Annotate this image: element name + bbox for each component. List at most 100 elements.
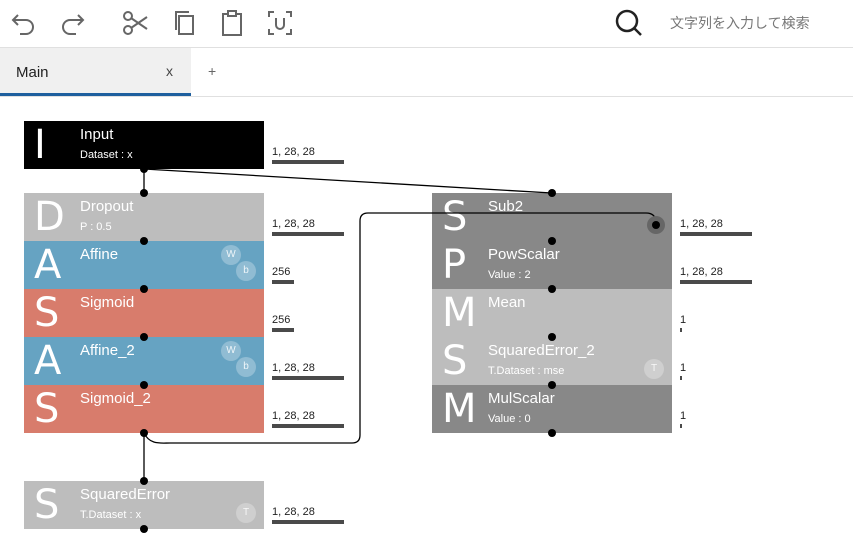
layer-squared-error[interactable]: S SquaredError T.Dataset : x T bbox=[24, 481, 264, 529]
layer-name: Input bbox=[80, 126, 114, 143]
port-dot[interactable] bbox=[548, 285, 556, 293]
output-shape-bar bbox=[272, 232, 344, 236]
layer-name: SquaredError_2 bbox=[488, 342, 595, 359]
layer-input[interactable]: I Input Dataset : x bbox=[24, 121, 264, 169]
output-shape-bar bbox=[272, 376, 344, 380]
output-shape-label: 1, 28, 28 bbox=[272, 362, 315, 374]
link-wire bbox=[143, 168, 553, 194]
output-shape-label: 1 bbox=[680, 362, 687, 374]
output-shape-bar bbox=[680, 376, 682, 380]
layer-sigmoid[interactable]: S Sigmoid bbox=[24, 289, 264, 337]
output-shape-bar bbox=[272, 280, 294, 284]
cut-icon[interactable] bbox=[118, 6, 152, 40]
paste-icon[interactable] bbox=[215, 6, 249, 40]
output-shape-bar bbox=[680, 424, 682, 428]
layer-mean[interactable]: M Mean bbox=[432, 289, 672, 337]
layer-param: T.Dataset : x bbox=[80, 509, 142, 521]
undo-icon[interactable] bbox=[7, 6, 41, 40]
layer-param: Dataset : x bbox=[80, 149, 133, 161]
link-wire bbox=[143, 212, 657, 444]
output-shape-label: 1, 28, 28 bbox=[680, 266, 723, 278]
search-input[interactable] bbox=[668, 10, 847, 38]
layer-param: Value : 0 bbox=[488, 413, 531, 425]
layer-sub2[interactable]: S Sub2 bbox=[432, 193, 672, 241]
output-shape-bar bbox=[272, 520, 344, 524]
port-dot[interactable] bbox=[652, 221, 660, 229]
port-dot[interactable] bbox=[140, 525, 148, 533]
layer-name: Affine_2 bbox=[80, 342, 135, 359]
tab-close-button[interactable]: x bbox=[166, 63, 173, 79]
layer-letter: P bbox=[442, 242, 467, 288]
weight-badge[interactable]: W bbox=[221, 341, 241, 361]
layer-name: Sigmoid_2 bbox=[80, 390, 151, 407]
target-badge[interactable]: T bbox=[236, 503, 256, 523]
layer-name: Sigmoid bbox=[80, 294, 135, 311]
weight-badge[interactable]: W bbox=[221, 245, 241, 265]
layer-mul-scalar[interactable]: M MulScalar Value : 0 bbox=[432, 385, 672, 433]
layer-letter: A bbox=[34, 338, 62, 384]
layer-name: Dropout bbox=[80, 198, 134, 215]
output-shape-label: 1, 28, 28 bbox=[272, 146, 315, 158]
layer-affine-2[interactable]: A Affine_2 W b bbox=[24, 337, 264, 385]
port-dot[interactable] bbox=[140, 165, 148, 173]
output-shape-bar bbox=[680, 328, 682, 332]
layer-param: P : 0.5 bbox=[80, 221, 112, 233]
layer-letter: M bbox=[442, 290, 477, 336]
connection-wires bbox=[140, 165, 665, 533]
output-shape-label: 1, 28, 28 bbox=[272, 410, 315, 422]
port-dot[interactable] bbox=[140, 381, 148, 389]
output-shape-bar bbox=[680, 280, 752, 284]
layer-letter: D bbox=[34, 194, 65, 240]
layer-name: PowScalar bbox=[488, 246, 560, 263]
network-canvas[interactable]: I Input Dataset : x 1, 28, 28 D Dropout … bbox=[0, 97, 853, 551]
output-shape-label: 1, 28, 28 bbox=[680, 218, 723, 230]
bias-badge[interactable]: b bbox=[236, 261, 256, 281]
output-shape-label: 1 bbox=[680, 314, 687, 326]
layer-param: T.Dataset : mse bbox=[488, 365, 565, 377]
copy-icon[interactable] bbox=[167, 6, 201, 40]
select-icon[interactable] bbox=[263, 6, 297, 40]
layer-squared-error-2[interactable]: S SquaredError_2 T.Dataset : mse T bbox=[432, 337, 672, 385]
bias-badge[interactable]: b bbox=[236, 357, 256, 377]
layer-name: SquaredError bbox=[80, 486, 171, 503]
output-shape-bar bbox=[272, 328, 294, 332]
port-dot[interactable] bbox=[140, 189, 148, 197]
layer-dropout[interactable]: D Dropout P : 0.5 bbox=[24, 193, 264, 241]
search-icon[interactable] bbox=[610, 6, 646, 40]
layer-letter: M bbox=[442, 386, 477, 432]
layer-letter: S bbox=[34, 290, 60, 336]
add-tab-button[interactable]: + bbox=[208, 63, 217, 79]
layer-name: Mean bbox=[488, 294, 526, 311]
output-shape-label: 1, 28, 28 bbox=[272, 218, 315, 230]
port-dot[interactable] bbox=[140, 429, 148, 437]
port-dot[interactable] bbox=[548, 381, 556, 389]
output-shape-label: 1, 28, 28 bbox=[272, 506, 315, 518]
output-shape-label: 256 bbox=[272, 314, 291, 326]
layer-param: Value : 2 bbox=[488, 269, 531, 281]
layer-letter: S bbox=[34, 386, 60, 432]
layer-letter: A bbox=[34, 242, 62, 288]
port-dot[interactable] bbox=[548, 333, 556, 341]
port-dot[interactable] bbox=[548, 429, 556, 437]
output-shape-bar bbox=[272, 424, 344, 428]
layer-name: Sub2 bbox=[488, 198, 524, 215]
layer-letter: I bbox=[34, 122, 46, 168]
layer-affine[interactable]: A Affine W b bbox=[24, 241, 264, 289]
layer-letter: S bbox=[34, 482, 60, 528]
layer-letter: S bbox=[442, 194, 468, 240]
layer-letter: S bbox=[442, 338, 468, 384]
layer-sigmoid-2[interactable]: S Sigmoid_2 bbox=[24, 385, 264, 433]
output-shape-bar bbox=[272, 160, 344, 164]
tab-main[interactable]: Main x bbox=[0, 48, 191, 96]
output-shape-bar bbox=[680, 232, 752, 236]
layer-pow-scalar[interactable]: P PowScalar Value : 2 bbox=[432, 241, 672, 289]
port-dot[interactable] bbox=[140, 285, 148, 293]
port-dot[interactable] bbox=[548, 189, 556, 197]
port-dot[interactable] bbox=[140, 477, 148, 485]
layer-name: MulScalar bbox=[488, 390, 555, 407]
target-badge[interactable]: T bbox=[644, 359, 664, 379]
port-dot[interactable] bbox=[140, 237, 148, 245]
redo-icon[interactable] bbox=[55, 6, 89, 40]
port-dot[interactable] bbox=[140, 333, 148, 341]
port-dot[interactable] bbox=[548, 237, 556, 245]
